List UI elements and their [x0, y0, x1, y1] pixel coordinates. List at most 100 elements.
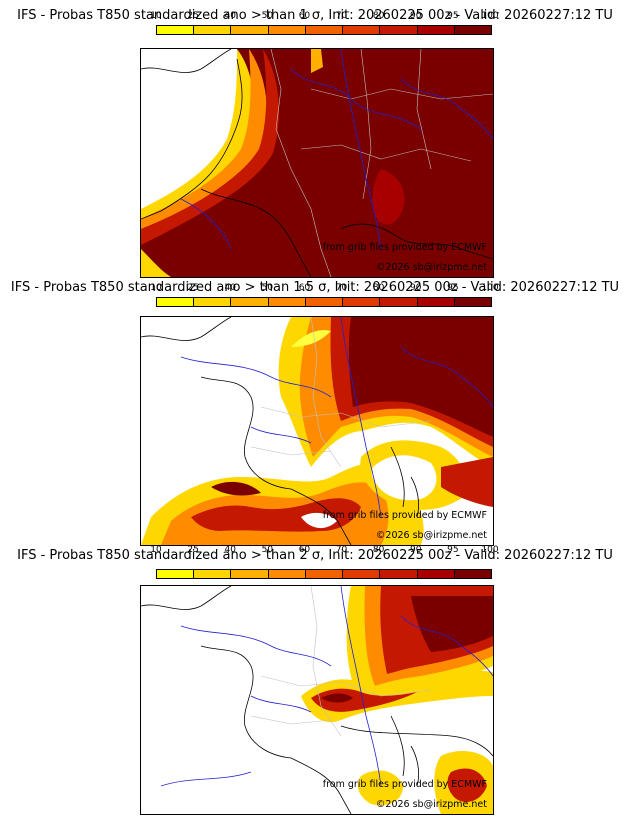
ocean-area	[301, 512, 337, 529]
colorbar-tick-label: 95	[447, 545, 459, 555]
colorbar-tick-label: 95	[447, 11, 459, 21]
colorbar-tick-label: 100	[481, 545, 499, 555]
prob-band-high-east	[441, 457, 493, 507]
colorbar-tick-label: 10	[150, 545, 162, 555]
colorbar-tick-label: 100	[481, 283, 499, 293]
river	[340, 49, 382, 250]
colorbar-ticks: 10 25 40 50 60 70 80 90 95 100	[150, 545, 498, 557]
colorbar-tick-label: 80	[372, 283, 385, 293]
probability-map-2: from grib files provided by ECMWF ©2026 …	[140, 316, 494, 546]
river	[250, 426, 312, 444]
colorbar-tick-label: 60	[298, 11, 311, 21]
coastline	[390, 715, 419, 787]
colorbar-segment	[380, 26, 418, 34]
prob-spot	[311, 49, 323, 73]
colorbar-tick-label: 50	[261, 545, 274, 555]
panel-title: IFS - Probas T850 standardized ano > tha…	[10, 280, 620, 295]
colorbar-segment	[380, 570, 418, 578]
prob-spot	[372, 169, 405, 225]
river	[400, 78, 493, 140]
ocean-area	[141, 49, 238, 219]
colorbar-segment	[417, 570, 455, 578]
border-line	[270, 49, 332, 277]
border-line	[250, 715, 332, 725]
border-line	[360, 49, 372, 200]
river	[400, 346, 493, 408]
colorbar-tick-label: 50	[261, 11, 274, 21]
prob-field-max	[348, 317, 493, 437]
colorbar-tick-label: 80	[372, 11, 385, 21]
colorbar-tick-label: 25	[187, 545, 199, 555]
prob-spot	[447, 768, 487, 802]
prob-spot	[291, 330, 331, 347]
colorbar-tick-label: 60	[298, 545, 311, 555]
colorbar-tick-label: 95	[447, 283, 459, 293]
credit-source: from grib files provided by ECMWF	[322, 510, 487, 521]
prob-band-low	[141, 49, 255, 219]
colorbar-tick-label: 100	[481, 11, 499, 21]
coastline	[141, 49, 232, 73]
colorbar	[156, 569, 492, 579]
coastline	[340, 223, 493, 260]
coastline	[200, 645, 292, 759]
colorbar-tick-label: 90	[410, 283, 422, 293]
colorbar	[156, 25, 492, 35]
colorbar-tick-label: 40	[224, 545, 236, 555]
colorbar-segment	[231, 570, 269, 578]
colorbar-segment	[268, 570, 306, 578]
colorbar-ticks: 10 25 40 50 60 70 80 90 95 100	[150, 11, 498, 23]
credit-source: from grib files provided by ECMWF	[322, 242, 487, 253]
probability-map-1: from grib files provided by ECMWF ©2026 …	[140, 48, 494, 278]
colorbar-segment	[343, 298, 381, 306]
colorbar-tick-label: 70	[335, 11, 348, 21]
border-line	[260, 406, 432, 428]
panel-3: IFS - Probas T850 standardized ano > tha…	[0, 545, 630, 828]
probability-map-3: from grib files provided by ECMWF ©2026 …	[140, 585, 494, 815]
colorbar-tick-label: 10	[150, 11, 162, 21]
coastline	[141, 586, 232, 610]
panel-1: IFS - Probas T850 standardized ano > tha…	[0, 0, 630, 278]
river	[290, 68, 422, 130]
coastline	[141, 317, 232, 341]
colorbar-segment	[343, 26, 381, 34]
credit-copyright: ©2026 sb@irizpme.net	[375, 262, 487, 273]
coastline	[200, 376, 292, 490]
colorbar-segment	[194, 298, 232, 306]
colorbar-tick-label: 90	[410, 545, 422, 555]
river	[180, 625, 332, 667]
colorbar-tick-label: 40	[224, 283, 236, 293]
coastline	[200, 188, 312, 277]
colorbar-segment	[157, 570, 195, 578]
prob-band-high	[141, 49, 279, 245]
border-line	[416, 49, 432, 170]
prob-band-low-south	[141, 249, 171, 277]
colorbar-tick-label: 25	[187, 283, 199, 293]
colorbar-segment	[343, 570, 381, 578]
colorbar-tick-label: 70	[335, 283, 348, 293]
colorbar-segment	[268, 298, 306, 306]
river	[250, 695, 312, 713]
colorbar-segment	[305, 26, 344, 34]
panel-2: IFS - Probas T850 standardized ano > tha…	[0, 276, 630, 548]
colorbar-segment	[268, 26, 306, 34]
panel-title: IFS - Probas T850 standardized ano > tha…	[17, 548, 613, 563]
colorbar-segment	[305, 298, 344, 306]
credit-copyright: ©2026 sb@irizpme.net	[375, 530, 487, 541]
prob-spot	[211, 481, 261, 496]
river	[400, 615, 493, 677]
credit-source: from grib files provided by ECMWF	[322, 779, 487, 790]
prob-field-max	[411, 596, 493, 652]
river	[180, 198, 232, 250]
colorbar-segment	[417, 298, 455, 306]
colorbar-tick-label: 90	[410, 11, 422, 21]
colorbar-tick-label: 60	[298, 283, 311, 293]
prob-spot	[321, 693, 353, 703]
colorbar-segment	[157, 26, 195, 34]
credit-copyright: ©2026 sb@irizpme.net	[375, 799, 487, 810]
colorbar-segment	[454, 298, 491, 306]
colorbar	[156, 297, 492, 307]
border-line	[250, 446, 332, 456]
colorbar-tick-label: 10	[150, 283, 162, 293]
border-line	[310, 317, 342, 468]
colorbar-tick-label: 40	[224, 11, 236, 21]
